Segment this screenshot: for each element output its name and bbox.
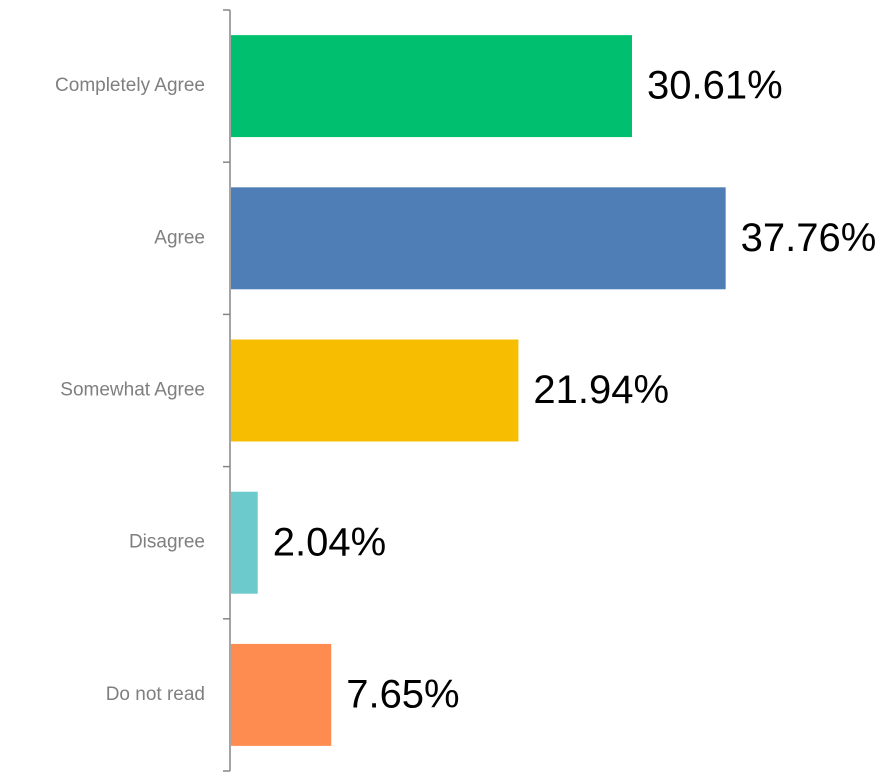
- category-label: Disagree: [129, 532, 205, 553]
- bar: [231, 35, 632, 138]
- bar: [231, 339, 519, 442]
- value-label: 30.61%: [647, 64, 783, 108]
- value-label: 2.04%: [273, 520, 386, 564]
- category-label: Completely Agree: [55, 75, 205, 96]
- category-label: Somewhat Agree: [60, 380, 205, 401]
- category-label: Do not read: [106, 684, 205, 705]
- category-label: Agree: [154, 227, 205, 248]
- value-label: 7.65%: [346, 672, 459, 716]
- value-label: 37.76%: [741, 216, 877, 260]
- value-label: 21.94%: [533, 368, 669, 412]
- bar: [231, 187, 726, 290]
- bar: [231, 643, 332, 746]
- bar: [231, 491, 258, 594]
